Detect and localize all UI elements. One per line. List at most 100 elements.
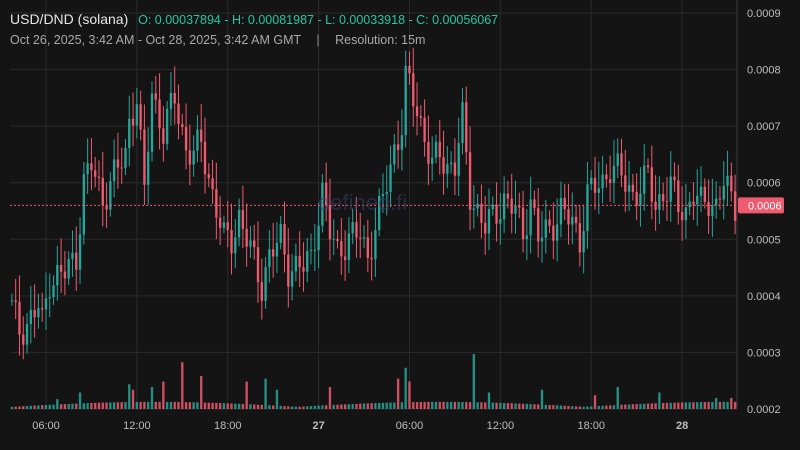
- watermark-logo: defined.fi: [318, 190, 408, 215]
- candle: [465, 86, 468, 165]
- candle-body: [59, 264, 63, 272]
- volume-bar: [10, 406, 14, 409]
- volume-bar: [355, 403, 358, 409]
- candle-body: [275, 242, 279, 257]
- volume-bar: [177, 402, 180, 409]
- volume-bar: [347, 404, 351, 409]
- volume-bar: [578, 406, 582, 409]
- candle-body: [63, 271, 67, 279]
- volume-bar: [597, 405, 600, 409]
- candle: [730, 162, 733, 202]
- volume-bar: [537, 404, 540, 409]
- candle-body: [476, 203, 479, 209]
- candle-body: [586, 184, 589, 232]
- volume-bar: [268, 405, 271, 409]
- candle-body: [593, 177, 597, 193]
- candle-body: [177, 103, 180, 125]
- candle: [699, 166, 703, 213]
- candle: [317, 202, 320, 269]
- candle-body: [677, 180, 680, 213]
- volume-bar: [218, 403, 222, 409]
- candle: [605, 164, 608, 188]
- volume-bar: [733, 401, 737, 409]
- volume-bar: [612, 405, 616, 409]
- volume-bar: [41, 405, 44, 409]
- candle-body: [298, 255, 301, 268]
- y-tick-label: 0.0003: [747, 347, 781, 359]
- volume-bar: [434, 401, 438, 409]
- candle-body: [408, 65, 411, 74]
- candle: [41, 292, 44, 322]
- volume-bar: [71, 403, 74, 409]
- candle-body: [86, 163, 89, 175]
- candle-body: [521, 207, 525, 240]
- candle: [188, 124, 192, 186]
- volume-bar: [510, 403, 513, 409]
- candle: [211, 159, 214, 204]
- candle-body: [321, 182, 324, 226]
- volume-bar: [154, 401, 157, 409]
- volume-bar: [188, 402, 192, 409]
- candle: [309, 233, 313, 265]
- volume-bar: [101, 402, 104, 409]
- candle-body: [639, 193, 642, 206]
- volume-bar: [256, 404, 260, 409]
- candle: [468, 126, 472, 231]
- volume-bar: [181, 362, 184, 409]
- candle-body: [67, 259, 70, 279]
- candle: [627, 160, 631, 211]
- candle-body: [544, 219, 547, 238]
- volume-bar: [196, 402, 199, 409]
- candle-body: [453, 162, 457, 176]
- candle: [56, 245, 59, 301]
- candle: [328, 178, 332, 261]
- y-tick-label: 0.0007: [747, 121, 781, 133]
- volume-bar: [688, 402, 691, 409]
- candle-body: [419, 116, 423, 118]
- candle-body: [124, 148, 127, 168]
- candle: [268, 230, 271, 283]
- volume-bar: [696, 402, 699, 409]
- candle-body: [578, 223, 582, 253]
- candle: [347, 217, 351, 273]
- candle-body: [590, 177, 593, 185]
- candle: [396, 120, 400, 169]
- chart-header: USD/DND (solana) O: 0.00037894 - H: 0.00…: [10, 11, 498, 27]
- volume-bar: [374, 403, 377, 409]
- candle-body: [22, 334, 25, 345]
- candle-body: [726, 175, 729, 186]
- candle: [302, 242, 305, 292]
- candle-body: [128, 118, 131, 149]
- candle-body: [362, 237, 366, 239]
- candle: [620, 138, 623, 188]
- candle-body: [468, 152, 472, 210]
- volume-bar: [200, 376, 203, 409]
- candle: [207, 163, 210, 188]
- candle-body: [109, 181, 112, 210]
- candle: [241, 185, 245, 249]
- candle: [192, 135, 195, 177]
- volume-bar: [215, 402, 218, 409]
- volume-bar: [480, 402, 483, 409]
- candle: [692, 182, 695, 221]
- volume-bar: [14, 406, 17, 409]
- volume-bar: [328, 387, 332, 409]
- candle-body: [10, 300, 14, 302]
- volume-bar: [222, 403, 226, 409]
- volume-bar: [669, 402, 672, 409]
- candle: [381, 173, 385, 213]
- candle-body: [643, 165, 646, 194]
- volume-bar: [730, 398, 733, 409]
- volume-bar: [97, 402, 101, 409]
- candle-body: [449, 162, 453, 165]
- volume-bar: [82, 403, 86, 409]
- candle: [688, 191, 691, 216]
- date-range: Oct 26, 2025, 3:42 AM - Oct 28, 2025, 3:…: [10, 33, 301, 47]
- candle-body: [290, 271, 294, 287]
- candle-body: [472, 208, 476, 210]
- volume-bar: [230, 403, 233, 409]
- pair-title: USD/DND (solana): [10, 11, 129, 27]
- candle-body: [400, 135, 404, 150]
- candle: [184, 103, 188, 170]
